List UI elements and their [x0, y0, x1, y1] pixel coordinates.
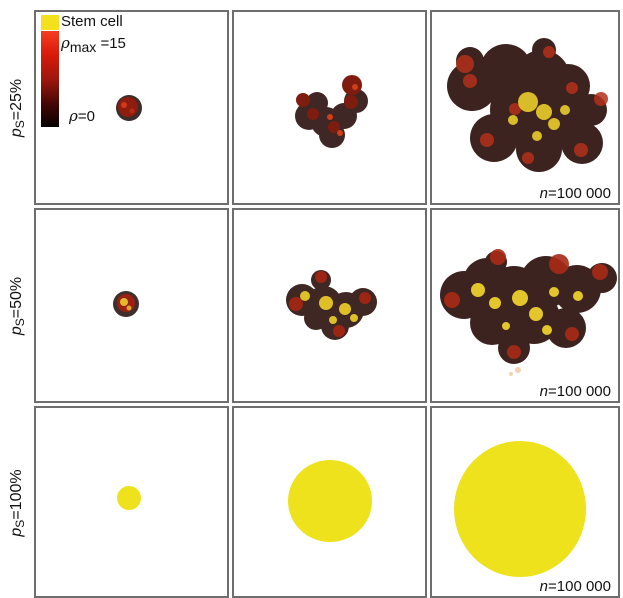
cell-count-label-r1: n=100 000	[537, 185, 613, 202]
row-label-ps-25: pS=25%	[8, 78, 27, 138]
legend-stem-label: Stem cell	[61, 13, 123, 30]
cell-count-label-r2: n=100 000	[537, 383, 613, 400]
row-label-ps-100: pS=100%	[8, 469, 27, 537]
panel-r3-c1	[34, 406, 229, 598]
panel-r1-c2	[232, 10, 427, 205]
cell-count-label-r3: n=100 000	[537, 578, 613, 595]
panel-r1-c3: n=100 000	[430, 10, 620, 205]
panel-r1-c1	[34, 10, 229, 205]
legend-max-label: ρmax =15	[61, 34, 126, 55]
panel-r3-c2	[232, 406, 427, 598]
legend-stem-swatch	[41, 15, 59, 30]
panel-r2-c1	[34, 208, 229, 403]
panel-r2-c2	[232, 208, 427, 403]
legend-density-colorbar	[41, 31, 59, 127]
legend-min-label: ρ=0	[69, 107, 95, 125]
panel-r2-c3: n=100 000	[430, 208, 620, 403]
row-label-ps-50: pS=50%	[8, 276, 27, 336]
panel-r3-c3: n=100 000	[430, 406, 620, 598]
